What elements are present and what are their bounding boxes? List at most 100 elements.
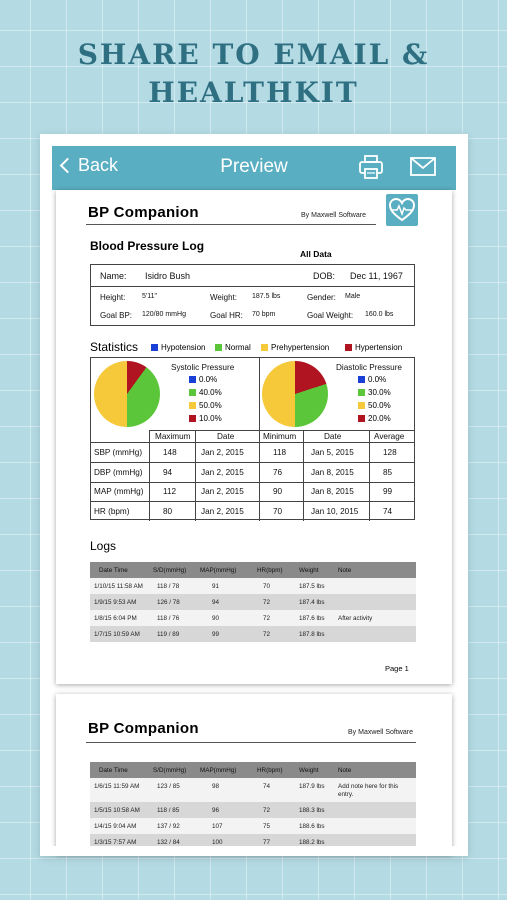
col-header: HR(bpm)	[257, 567, 283, 574]
cell-sd: 118 / 85	[157, 807, 180, 814]
back-button[interactable]: Back	[59, 155, 118, 176]
nav-title: Preview	[220, 156, 288, 177]
diastolic-pie-chart	[262, 361, 328, 427]
cell-map: 96	[212, 807, 220, 814]
max-date: Jan 2, 2015	[201, 468, 244, 477]
cell-datetime: 1/5/15 10:58 AM	[94, 807, 140, 814]
min-value: 70	[273, 507, 283, 516]
report-page-2: BP Companion By Maxwell Software Date Ti…	[56, 694, 452, 854]
grid-line	[149, 430, 150, 521]
col-header: Weight	[299, 767, 319, 774]
normal-swatch	[189, 389, 196, 396]
cell-map: 107	[212, 823, 223, 830]
cell-hr: 77	[263, 839, 271, 846]
hypertension-swatch	[189, 415, 196, 422]
cell-map: 100	[212, 839, 223, 846]
cell-map: 98	[212, 783, 220, 790]
grid-line	[91, 462, 415, 463]
grid-line	[91, 482, 415, 483]
pct-value: 0.0%	[368, 375, 387, 384]
logs-title: Logs	[90, 539, 117, 553]
avg-value: 85	[383, 468, 393, 477]
table-row[interactable]: 1/8/15 6:04 PM 118 / 76 90 72 187.6 lbs …	[90, 610, 416, 626]
heart-logo-icon	[386, 194, 418, 226]
table-row[interactable]: 1/10/15 11:58 AM 118 / 78 91 70 187.5 lb…	[90, 578, 416, 594]
row-label: DBP (mmHg)	[94, 468, 143, 477]
cell-hr: 72	[263, 615, 271, 622]
prehypertension-swatch	[189, 402, 196, 409]
cell-datetime: 1/9/15 9:53 AM	[94, 599, 137, 606]
mail-icon[interactable]	[410, 155, 436, 179]
min-date: Jan 8, 2015	[311, 487, 354, 496]
headline-line-1: SHARE TO EMAIL &	[77, 38, 430, 71]
table-row[interactable]: 1/6/15 11:59 AM 123 / 85 98 74 187.9 lbs…	[90, 778, 416, 802]
cell-hr: 72	[263, 807, 271, 814]
systolic-prehypertension: 50.0%	[189, 401, 222, 410]
normal-swatch	[215, 344, 222, 351]
cell-map: 99	[212, 631, 220, 638]
prehypertension-swatch	[358, 402, 365, 409]
legend-label: Hypotension	[161, 343, 206, 352]
col-header: Date Time	[99, 767, 128, 774]
cell-weight: 187.4 lbs	[299, 599, 325, 606]
report-page-1: BP Companion By Maxwell Software Blood P…	[56, 190, 452, 684]
cell-weight: 187.9 lbs	[299, 783, 325, 790]
min-date: Jan 5, 2015	[311, 448, 354, 457]
pct-value: 30.0%	[368, 388, 391, 397]
legend-hypertension: Hypertension	[345, 343, 402, 352]
grid-line	[149, 430, 415, 431]
patient-info-box: Name: Isidro Bush DOB: Dec 11, 1967 Heig…	[90, 264, 415, 326]
col-header: HR(bpm)	[257, 767, 283, 774]
pct-value: 10.0%	[199, 414, 222, 423]
date-range: All Data	[300, 249, 332, 259]
max-value: 148	[163, 448, 177, 457]
col-header: Note	[338, 567, 352, 574]
statistics-title: Statistics	[90, 340, 139, 354]
col-header: MAP(mmHg)	[200, 567, 237, 574]
hypotension-swatch	[358, 376, 365, 383]
table-row[interactable]: 1/4/15 9:04 AM 137 / 92 107 75 188.6 lbs	[90, 818, 416, 834]
diastolic-normal: 30.0%	[358, 388, 391, 397]
header-min-date: Date	[324, 432, 342, 441]
grid-line	[259, 358, 260, 521]
hypotension-swatch	[151, 344, 158, 351]
table-row[interactable]: 1/5/15 10:58 AM 118 / 85 96 72 188.3 lbs	[90, 802, 416, 818]
height-value: 5'11"	[142, 293, 157, 300]
table-row[interactable]: 1/9/15 9:53 AM 126 / 78 94 72 187.4 lbs	[90, 594, 416, 610]
logs-table: Date Time S/D(mmHg) MAP(mmHg) HR(bpm) We…	[90, 562, 416, 642]
title-rule	[86, 742, 416, 743]
header-maximum: Maximum	[155, 432, 191, 441]
avg-value: 128	[383, 448, 397, 457]
systolic-hypertension: 10.0%	[189, 414, 222, 423]
goal-weight-value: 160.0 lbs	[365, 311, 394, 318]
goal-weight-label: Goal Weight:	[307, 311, 354, 320]
gender-label: Gender:	[307, 293, 336, 302]
row-label: MAP (mmHg)	[94, 487, 144, 496]
avg-value: 74	[383, 507, 393, 516]
navigation-bar: Back Preview	[52, 146, 456, 190]
printer-icon[interactable]	[358, 154, 384, 180]
hypertension-swatch	[358, 415, 365, 422]
min-value: 90	[273, 487, 283, 496]
name-label: Name:	[100, 271, 127, 281]
cell-sd: 118 / 78	[157, 583, 180, 590]
max-date: Jan 2, 2015	[201, 507, 244, 516]
grid-line	[369, 430, 370, 521]
diastolic-hypotension: 0.0%	[358, 375, 386, 384]
cell-sd: 123 / 85	[157, 783, 180, 790]
cell-sd: 118 / 76	[157, 615, 180, 622]
max-value: 94	[163, 468, 173, 477]
legend-label: Normal	[225, 343, 251, 352]
pct-value: 0.0%	[199, 375, 218, 384]
goal-bp-label: Goal BP:	[100, 311, 133, 320]
pct-value: 50.0%	[368, 401, 391, 410]
cell-sd: 132 / 84	[157, 839, 180, 846]
logs-table-page-2: Date Time S/D(mmHg) MAP(mmHg) HR(bpm) We…	[90, 762, 416, 850]
report-byline: By Maxwell Software	[348, 729, 413, 736]
col-header: MAP(mmHg)	[200, 767, 237, 774]
legend-label: Hypertension	[355, 343, 403, 352]
cell-note: entry.	[338, 791, 354, 798]
cell-hr: 75	[263, 823, 271, 830]
table-row[interactable]: 1/7/15 10:59 AM 119 / 89 99 72 187.8 lbs	[90, 626, 416, 642]
cell-datetime: 1/10/15 11:58 AM	[94, 583, 143, 590]
